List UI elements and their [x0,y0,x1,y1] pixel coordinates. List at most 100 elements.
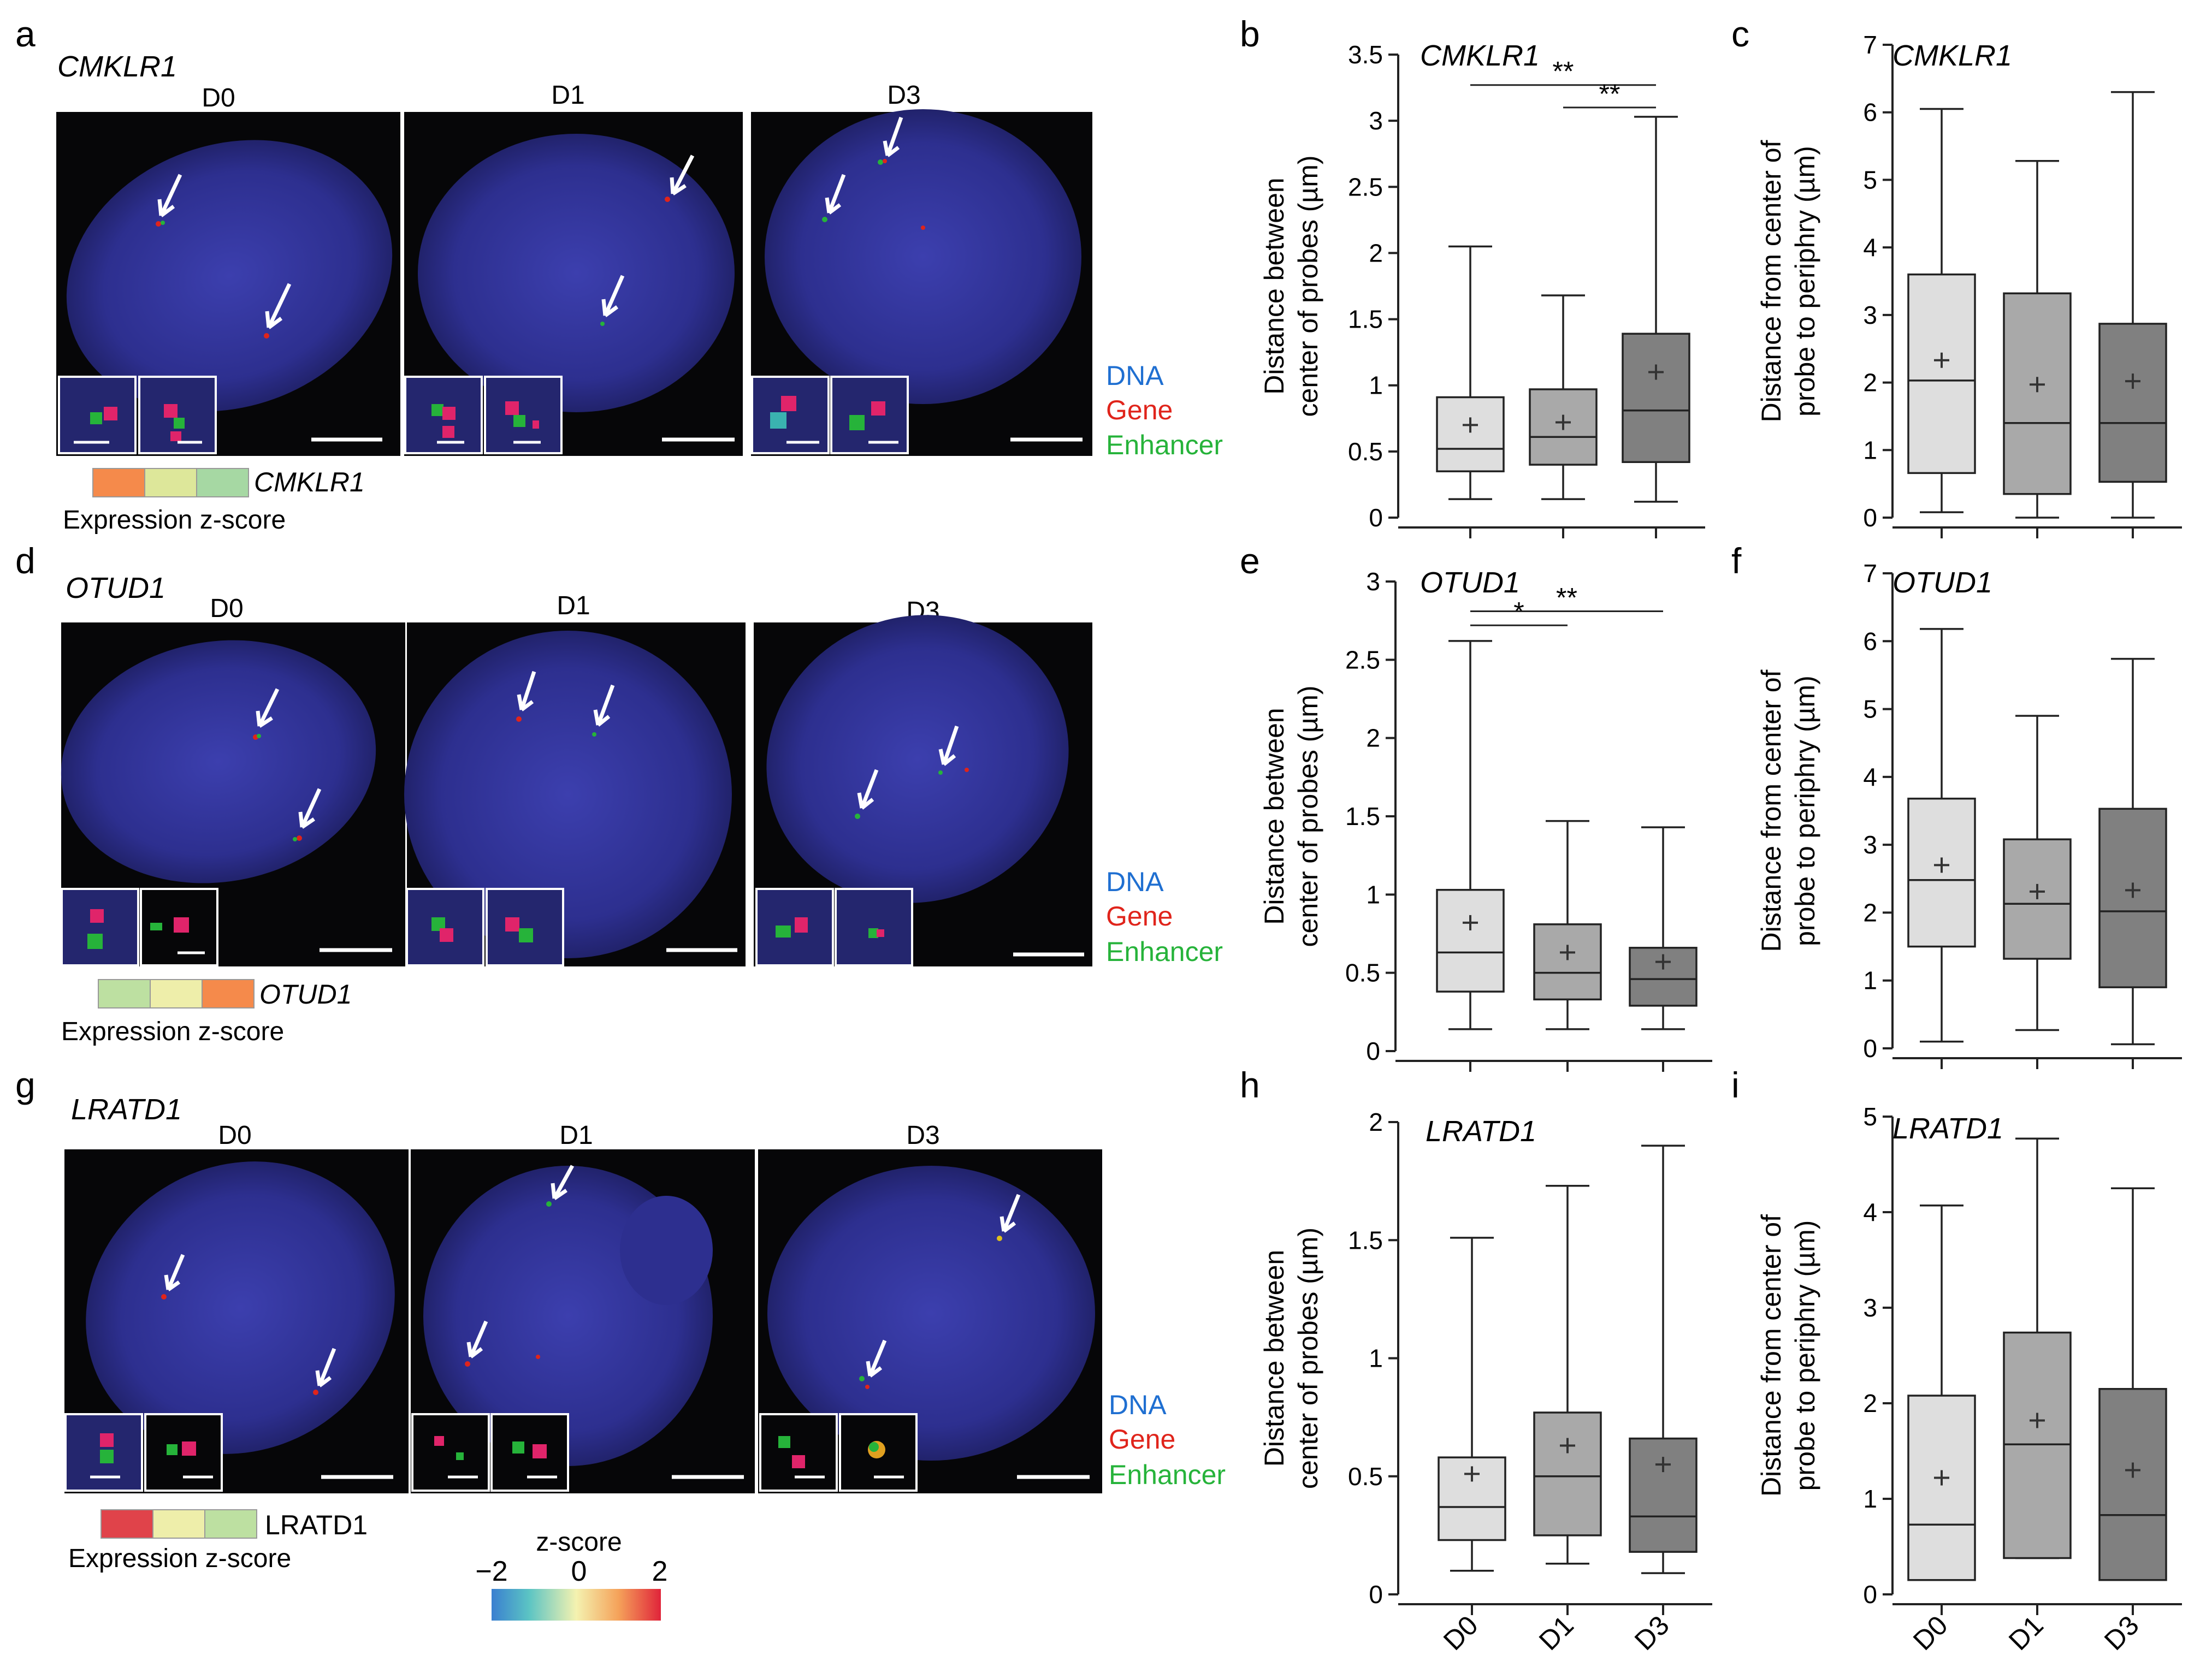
micrograph-a-d1 [404,112,743,456]
micrograph-a-d0 [56,112,400,456]
box-e-D0 [1436,640,1505,1030]
y-tick-label: 0 [1369,503,1383,532]
y-tick-label: 1 [1863,966,1877,995]
row-g-zscore-label: LRATD1 [265,1510,368,1540]
row-d-gene-title: OTUD1 [66,572,165,604]
y-tick-label: 3 [1366,567,1380,596]
row-g: g LRATD1 D0 D1 D3 [15,1065,1226,1573]
y-tick-label: 0.5 [1345,959,1380,987]
box-h-D3 [1629,1144,1698,1574]
y-tick-label: 4 [1863,233,1877,262]
y-tick-label: 3 [1863,830,1877,859]
y-tick-label: 5 [1863,695,1877,723]
colorbar-tick-mid: 0 [571,1556,587,1587]
significance-label: ** [1599,79,1620,109]
micrograph-g-d0 [64,1149,409,1493]
x-tick-label: D1 [1533,1610,1580,1656]
box-iqr [2098,1388,2167,1581]
row-d: d OTUD1 D0 D1 D3 [15,541,1223,1046]
box-b-D1 [1529,294,1598,500]
row-a-gene-title: CMKLR1 [57,50,177,83]
row-a-day-d1: D1 [551,81,584,110]
chart-title-c: CMKLR1 [1892,39,2012,72]
y-tick-label: 4 [1863,763,1877,791]
box-iqr [2098,808,2167,988]
panel-letter-d: d [15,541,36,581]
y-tick-label: 0 [1366,1037,1380,1065]
y-tick-label: 6 [1863,627,1877,655]
panel-letter-b: b [1240,14,1260,54]
panel-letter-g: g [15,1065,36,1105]
box-iqr [2003,292,2072,495]
row-a-zscore-label: CMKLR1 [254,467,365,497]
panel-letter-h: h [1240,1065,1260,1105]
micrograph-d-d0 [61,622,405,966]
x-tick-label: D3 [1629,1610,1675,1656]
y-tick-label: 1.5 [1348,305,1383,334]
y-tick-label: 3 [1863,301,1877,329]
panel-letter-i: i [1731,1065,1740,1105]
chart-b: 0 0.5 1 1.5 2 2.5 3 3.5 CMKLR1 Distance between ce… [1259,39,1705,538]
box-f-D3 [2098,657,2167,1046]
box-iqr [1436,888,1505,993]
row-d-legend-dna: DNA [1106,867,1164,897]
chart-e: 0 0.5 1 1.5 2 2.5 3 OTUD1 Distance between center… [1259,566,1712,1072]
y-tick-label: 6 [1863,98,1877,127]
y-tick-label: 1 [1863,436,1877,464]
row-a-legend-gene: Gene [1106,395,1173,425]
y-axis-label-e: Distance between center of probes (µm) [1259,686,1323,947]
box-e-D3 [1629,826,1698,1030]
y-tick-label: 2 [1863,898,1877,927]
y-tick-label: 2.5 [1348,173,1383,201]
box-iqr [1907,273,1976,474]
colorbar-gradient [492,1589,661,1621]
y-tick-label: 7 [1863,31,1877,59]
y-tick-label: 5 [1863,165,1877,194]
box-c-D0 [1907,108,1976,513]
row-a-day-d3: D3 [887,81,920,110]
box-h-D1 [1533,1185,1602,1565]
x-tick-label: D0 [1907,1610,1954,1656]
y-tick-label: 2 [1863,369,1877,397]
y-tick-label: 1.5 [1348,1226,1383,1254]
x-tick-label: D1 [2003,1610,2049,1656]
y-tick-label: 2 [1369,239,1383,267]
significance-label: ** [1553,56,1574,87]
y-tick-label: 0.5 [1348,1462,1383,1491]
micrograph-g-d1 [411,1149,755,1493]
row-g-gene-title: LRATD1 [71,1093,182,1126]
box-b-D3 [1622,116,1690,503]
y-tick-label: 3.5 [1348,40,1383,69]
box-iqr [1533,1411,1602,1536]
row-g-legend-dna: DNA [1109,1390,1167,1420]
y-axis-label-f: Distance from center of probe to periphry… [1756,669,1820,952]
row-a-expression-label: Expression z-score [63,506,286,535]
y-tick-label: 2.5 [1345,645,1380,674]
y-tick-label: 1 [1863,1485,1877,1513]
panel-letter-a: a [15,14,36,54]
chart-title-e: OTUD1 [1420,566,1520,599]
box-h-D0 [1438,1237,1506,1572]
y-tick-label: 3 [1863,1294,1877,1322]
row-d-zscore-label: OTUD1 [259,979,352,1010]
box-i-D3 [2098,1187,2167,1581]
y-tick-label: 5 [1863,1102,1877,1131]
row-d-legend-enhancer: Enhancer [1106,936,1223,967]
box-f-D0 [1907,628,1976,1043]
row-g-day-d0: D0 [218,1121,251,1150]
row-g-zscore-bar [100,1509,257,1539]
panel-letter-c: c [1731,14,1749,54]
box-e-D1 [1533,820,1602,1030]
micrograph-d-d1 [404,622,746,966]
x-tick-label: D0 [1438,1610,1484,1656]
chart-title-f: OTUD1 [1892,566,1992,599]
y-tick-label: 3 [1369,106,1383,135]
y-axis-label-i: Distance from center of probe to periphry… [1756,1214,1820,1497]
y-tick-label: 0 [1863,1034,1877,1063]
row-d-expression-label: Expression z-score [61,1017,284,1046]
y-tick-label: 2 [1369,1108,1383,1136]
chart-title-i: LRATD1 [1892,1112,2003,1145]
row-d-day-d1: D1 [557,591,590,620]
row-g-legend-enhancer: Enhancer [1109,1460,1226,1490]
